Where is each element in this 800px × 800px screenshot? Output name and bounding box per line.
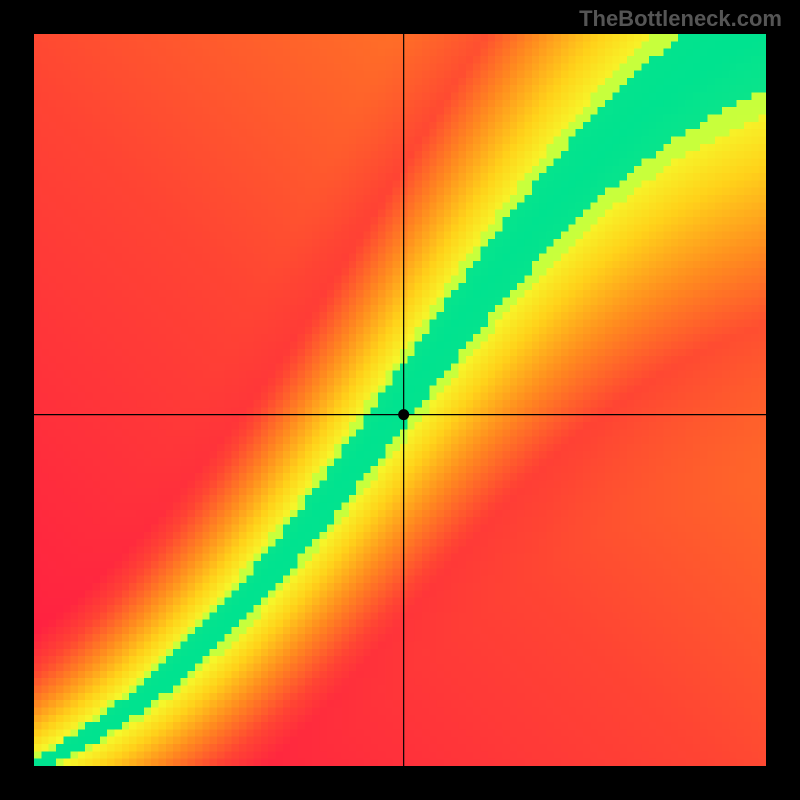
watermark-text: TheBottleneck.com xyxy=(579,6,782,32)
bottleneck-heatmap xyxy=(34,34,766,766)
chart-container: { "watermark": { "text": "TheBottleneck.… xyxy=(0,0,800,800)
